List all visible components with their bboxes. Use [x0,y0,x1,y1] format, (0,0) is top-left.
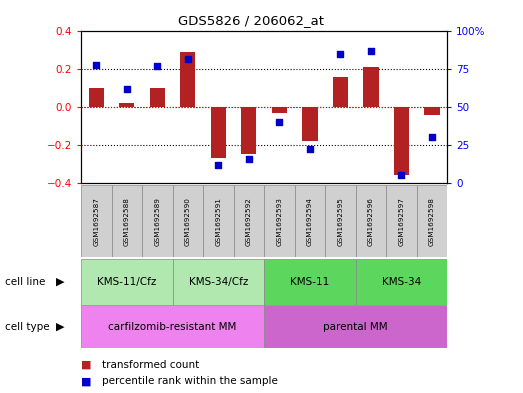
Text: GSM1692597: GSM1692597 [399,196,404,246]
Text: ▶: ▶ [56,277,64,287]
Bar [356,185,386,257]
Bar [333,77,348,107]
Bar [386,185,417,257]
Bar [173,259,264,305]
Bar [294,185,325,257]
Text: KMS-11/Cfz: KMS-11/Cfz [97,277,156,287]
Bar [325,185,356,257]
Text: GDS5826 / 206062_at: GDS5826 / 206062_at [178,14,324,27]
Text: transformed count: transformed count [102,360,199,370]
Point [367,48,375,54]
Bar [89,88,104,107]
Point [184,55,192,62]
Point [214,162,222,168]
Bar [241,107,256,154]
Bar [142,185,173,257]
Text: ▶: ▶ [56,321,64,332]
Point [153,63,162,70]
Bar [180,52,196,107]
Bar [81,305,264,348]
Text: cell line: cell line [5,277,46,287]
Bar [417,185,447,257]
Text: KMS-34: KMS-34 [382,277,421,287]
Bar [150,88,165,107]
Bar [264,305,447,348]
Bar [119,103,134,107]
Text: GSM1692588: GSM1692588 [124,196,130,246]
Text: GSM1692591: GSM1692591 [215,196,221,246]
Text: GSM1692587: GSM1692587 [93,196,99,246]
Text: GSM1692596: GSM1692596 [368,196,374,246]
Bar [173,185,203,257]
Text: cell type: cell type [5,321,50,332]
Point [428,134,436,140]
Text: KMS-11: KMS-11 [290,277,329,287]
Bar [81,185,111,257]
Bar [111,185,142,257]
Text: percentile rank within the sample: percentile rank within the sample [102,376,278,386]
Text: KMS-34/Cfz: KMS-34/Cfz [189,277,248,287]
Point [397,172,406,178]
Point [245,155,253,162]
Text: GSM1692589: GSM1692589 [154,196,161,246]
Bar [272,107,287,113]
Text: GSM1692593: GSM1692593 [276,196,282,246]
Bar [234,185,264,257]
Bar [264,185,294,257]
Point [275,119,283,125]
Point [305,146,314,152]
Bar [264,259,356,305]
Text: ■: ■ [81,376,92,386]
Point [92,62,100,68]
Bar [211,107,226,158]
Text: carfilzomib-resistant MM: carfilzomib-resistant MM [108,321,237,332]
Point [336,51,345,57]
Text: GSM1692598: GSM1692598 [429,196,435,246]
Bar [363,67,379,107]
Text: GSM1692595: GSM1692595 [337,196,344,246]
Point [122,86,131,92]
Bar [81,259,173,305]
Bar [302,107,317,141]
Bar [424,107,439,115]
Text: GSM1692590: GSM1692590 [185,196,191,246]
Text: GSM1692594: GSM1692594 [307,196,313,246]
Text: ■: ■ [81,360,92,370]
Bar [394,107,409,175]
Bar [356,259,447,305]
Text: parental MM: parental MM [323,321,388,332]
Text: GSM1692592: GSM1692592 [246,196,252,246]
Bar [203,185,234,257]
